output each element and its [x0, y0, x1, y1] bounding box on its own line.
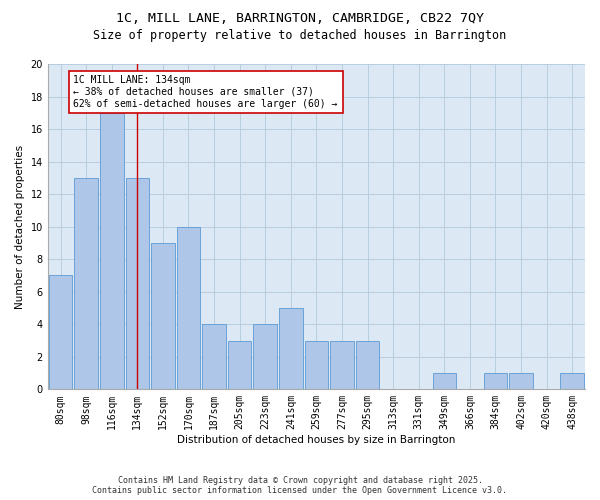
Text: 1C, MILL LANE, BARRINGTON, CAMBRIDGE, CB22 7QY: 1C, MILL LANE, BARRINGTON, CAMBRIDGE, CB…: [116, 12, 484, 26]
Bar: [484, 373, 507, 390]
Bar: [509, 373, 533, 390]
Bar: [305, 340, 328, 390]
Bar: [100, 113, 124, 390]
Bar: [279, 308, 302, 390]
Bar: [433, 373, 456, 390]
Bar: [356, 340, 379, 390]
Text: Size of property relative to detached houses in Barrington: Size of property relative to detached ho…: [94, 29, 506, 42]
Bar: [330, 340, 354, 390]
Y-axis label: Number of detached properties: Number of detached properties: [15, 144, 25, 308]
Bar: [202, 324, 226, 390]
Bar: [177, 226, 200, 390]
Bar: [560, 373, 584, 390]
Bar: [151, 243, 175, 390]
Bar: [49, 276, 73, 390]
Bar: [253, 324, 277, 390]
Text: 1C MILL LANE: 134sqm
← 38% of detached houses are smaller (37)
62% of semi-detac: 1C MILL LANE: 134sqm ← 38% of detached h…: [73, 76, 338, 108]
Bar: [125, 178, 149, 390]
Bar: [228, 340, 251, 390]
Bar: [74, 178, 98, 390]
Text: Contains HM Land Registry data © Crown copyright and database right 2025.
Contai: Contains HM Land Registry data © Crown c…: [92, 476, 508, 495]
X-axis label: Distribution of detached houses by size in Barrington: Distribution of detached houses by size …: [177, 435, 455, 445]
